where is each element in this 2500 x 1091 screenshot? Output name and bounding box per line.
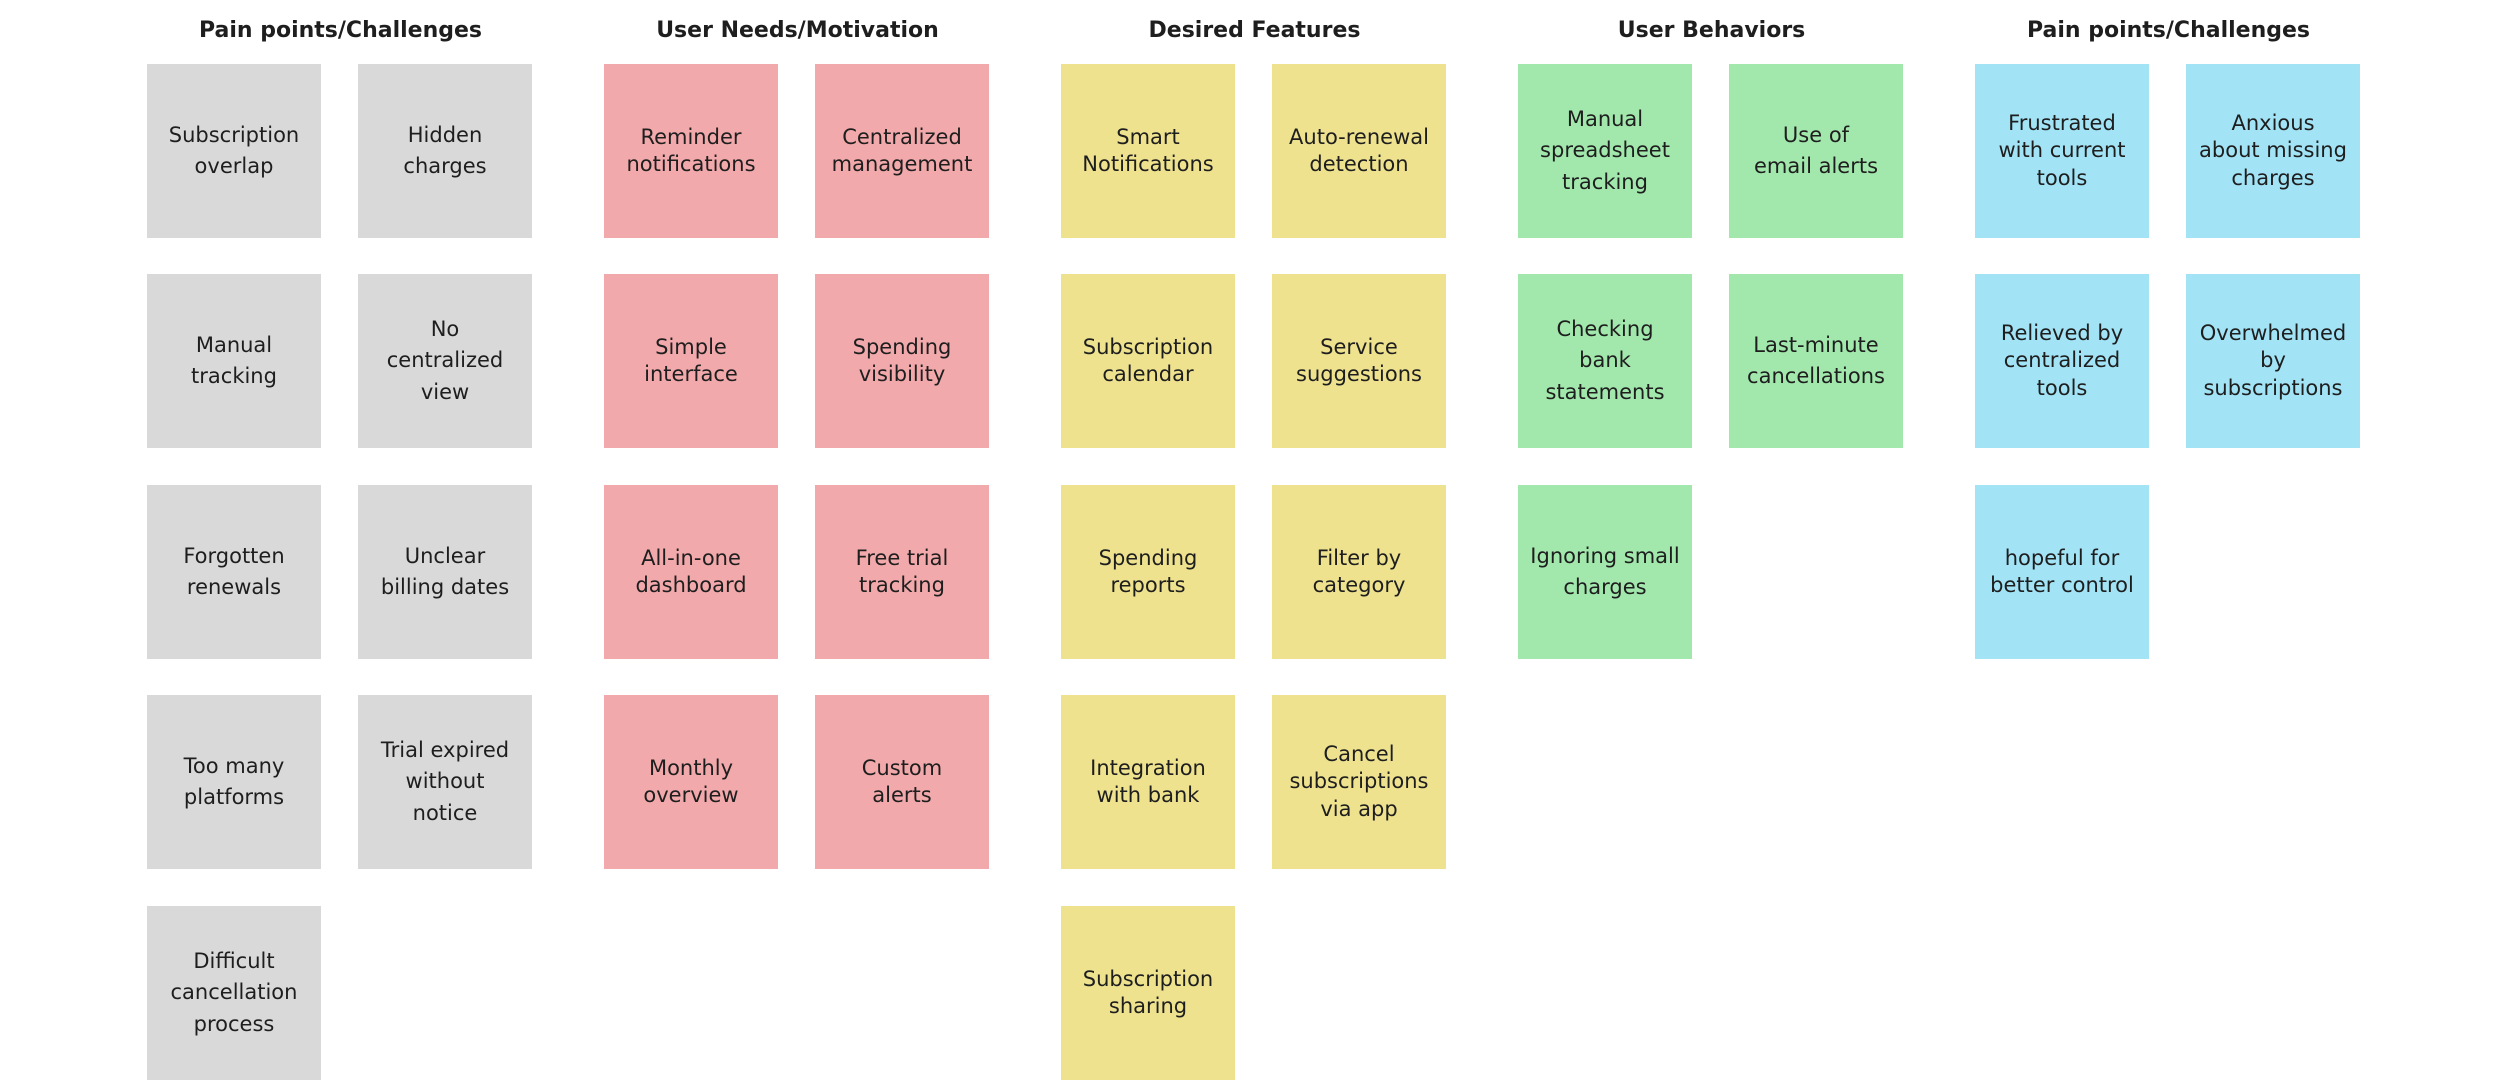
sticky-note[interactable]: Reminder notifications: [604, 64, 778, 238]
group-title: Pain points/Challenges: [198, 18, 483, 43]
group-title: Pain points/Challenges: [2026, 18, 2311, 43]
sticky-note[interactable]: Manual spreadsheet tracking: [1518, 64, 1692, 238]
sticky-note[interactable]: Monthly overview: [604, 695, 778, 869]
sticky-note[interactable]: Ignoring small charges: [1518, 485, 1692, 659]
sticky-note[interactable]: hopeful for better control: [1975, 485, 2149, 659]
sticky-note[interactable]: Simple interface: [604, 274, 778, 448]
group-title: User Needs/Motivation: [656, 18, 939, 43]
sticky-note[interactable]: No centralized view: [358, 274, 532, 448]
sticky-note[interactable]: Last-minute cancellations: [1729, 274, 1903, 448]
sticky-note[interactable]: Subscription overlap: [147, 64, 321, 238]
sticky-note[interactable]: Too many platforms: [147, 695, 321, 869]
sticky-note[interactable]: Difficult cancellation process: [147, 906, 321, 1080]
group-title: User Behaviors: [1617, 18, 1806, 43]
sticky-note[interactable]: Cancel subscriptions via app: [1272, 695, 1446, 869]
sticky-note[interactable]: Subscription sharing: [1061, 906, 1235, 1080]
sticky-note[interactable]: Checking bank statements: [1518, 274, 1692, 448]
sticky-note[interactable]: Centralized management: [815, 64, 989, 238]
sticky-note[interactable]: Unclear billing dates: [358, 485, 532, 659]
sticky-note[interactable]: Frustrated with current tools: [1975, 64, 2149, 238]
group-title: Desired Features: [1148, 18, 1361, 43]
sticky-note[interactable]: Filter by category: [1272, 485, 1446, 659]
sticky-note[interactable]: Spending visibility: [815, 274, 989, 448]
sticky-note[interactable]: Forgotten renewals: [147, 485, 321, 659]
sticky-note[interactable]: Hidden charges: [358, 64, 532, 238]
sticky-note[interactable]: Custom alerts: [815, 695, 989, 869]
sticky-note[interactable]: Use of email alerts: [1729, 64, 1903, 238]
sticky-note[interactable]: Smart Notifications: [1061, 64, 1235, 238]
sticky-note[interactable]: Integration with bank: [1061, 695, 1235, 869]
sticky-note[interactable]: Trial expired without notice: [358, 695, 532, 869]
sticky-note[interactable]: Auto-renewal detection: [1272, 64, 1446, 238]
sticky-note[interactable]: Relieved by centralized tools: [1975, 274, 2149, 448]
sticky-note[interactable]: Overwhelmed by subscriptions: [2186, 274, 2360, 448]
sticky-note[interactable]: All-in-one dashboard: [604, 485, 778, 659]
sticky-note[interactable]: Service suggestions: [1272, 274, 1446, 448]
sticky-note[interactable]: Anxious about missing charges: [2186, 64, 2360, 238]
sticky-note[interactable]: Spending reports: [1061, 485, 1235, 659]
sticky-note[interactable]: Free trial tracking: [815, 485, 989, 659]
sticky-note[interactable]: Manual tracking: [147, 274, 321, 448]
sticky-note[interactable]: Subscription calendar: [1061, 274, 1235, 448]
